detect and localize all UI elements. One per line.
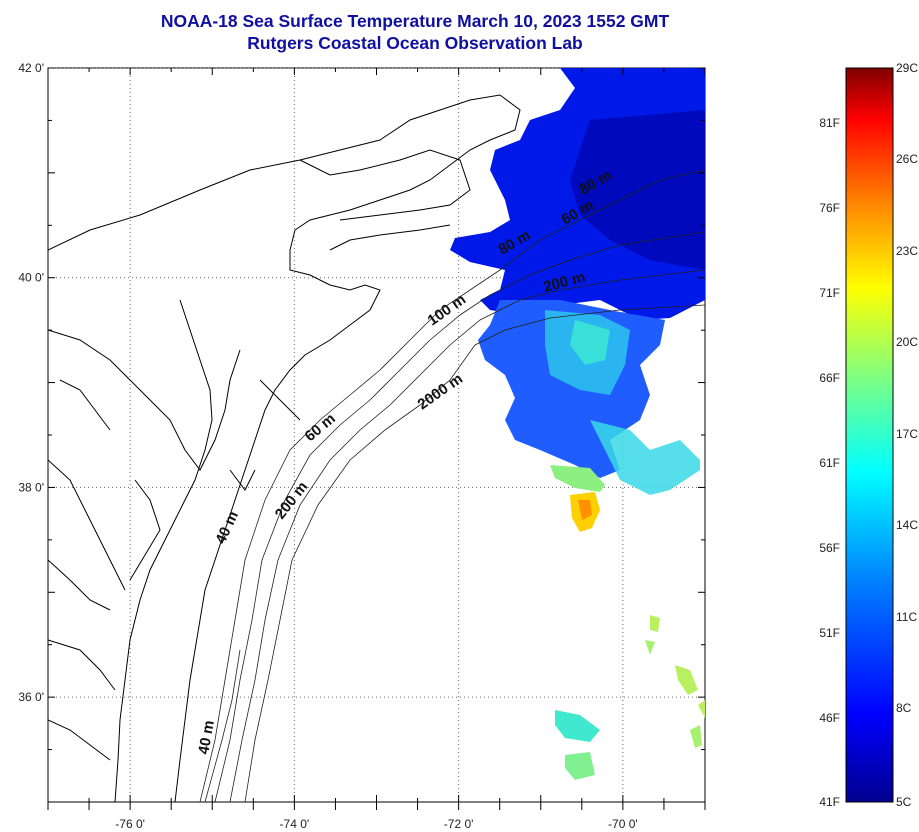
colorbar-celsius-label: 20C [896, 335, 918, 349]
colorbar-celsius-label: 14C [896, 518, 918, 532]
lat-tick-label: 38 0' [18, 480, 44, 494]
isobath-label: 40 m [195, 719, 218, 756]
lon-tick-label: -74 0' [280, 817, 310, 831]
colorbar: 81F 76F 71F 66F 61F 56F 51F 46F 41F 29C 26C 23C 20C… [819, 61, 918, 809]
coastline [48, 94, 521, 802]
map-tick-marks [47, 67, 706, 810]
colorbar-fahrenheit-labels: 81F 76F 71F 66F 61F 56F 51F 46F 41F [819, 116, 840, 809]
title-line-2: Rutgers Coastal Ocean Observation Lab [247, 33, 583, 53]
lat-tick-label: 40 0' [18, 271, 44, 285]
colorbar-fahrenheit-label: 66F [819, 371, 840, 385]
colorbar-celsius-labels: 29C 26C 23C 20C 17C 14C 11C 8C 5C [896, 61, 918, 809]
colorbar-fahrenheit-label: 46F [819, 711, 840, 725]
lon-tick-label: -72 0' [444, 817, 474, 831]
colorbar-fahrenheit-label: 76F [819, 201, 840, 215]
colorbar-fahrenheit-label: 81F [819, 116, 840, 130]
colorbar-celsius-label: 29C [896, 61, 918, 75]
colorbar-fahrenheit-label: 51F [819, 626, 840, 640]
colorbar-fahrenheit-label: 71F [819, 286, 840, 300]
colorbar-celsius-label: 23C [896, 244, 918, 258]
colorbar-celsius-label: 8C [896, 701, 912, 715]
sst-data-layer [450, 68, 705, 780]
colorbar-celsius-label: 26C [896, 152, 918, 166]
colorbar-fahrenheit-label: 41F [819, 795, 840, 809]
map-content: 80 m 60 m 80 m 200 m 100 m 2000 m 60 m 2… [48, 68, 705, 802]
colorbar-celsius-label: 11C [896, 610, 917, 624]
isobath-contours [199, 169, 705, 802]
lat-tick-label: 42 0' [18, 61, 44, 75]
map-gridlines [48, 68, 705, 802]
lon-tick-label: -76 0' [115, 817, 145, 831]
lat-tick-label: 36 0' [18, 690, 44, 704]
colorbar-fahrenheit-label: 56F [819, 541, 840, 555]
lon-tick-label: -70 0' [608, 817, 638, 831]
map-tick-labels: 42 0' 40 0' 38 0' 36 0' -76 0' -74 0' -72 0' -7… [18, 61, 637, 831]
colorbar-fahrenheit-label: 61F [819, 456, 840, 470]
map-title: NOAA-18 Sea Surface Temperature March 10… [0, 10, 830, 54]
colorbar-gradient [845, 67, 894, 803]
colorbar-celsius-label: 17C [896, 427, 918, 441]
title-line-1: NOAA-18 Sea Surface Temperature March 10… [160, 11, 670, 31]
colorbar-celsius-label: 5C [896, 795, 912, 809]
